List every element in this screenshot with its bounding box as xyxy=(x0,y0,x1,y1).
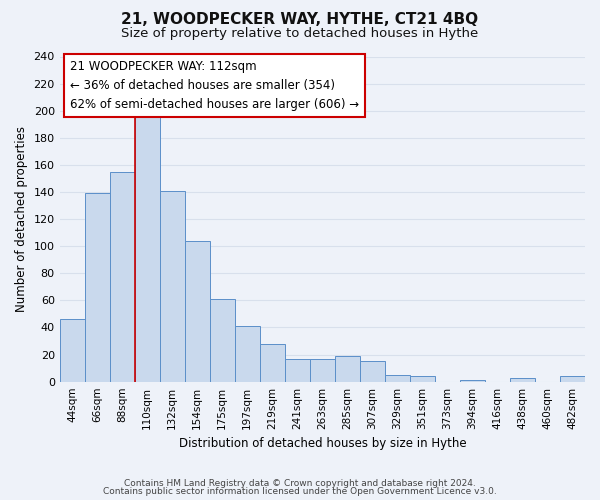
Bar xyxy=(59,320,85,382)
Bar xyxy=(560,376,585,382)
Bar xyxy=(310,358,335,382)
Bar xyxy=(260,344,285,382)
Text: 21 WOODPECKER WAY: 112sqm
← 36% of detached houses are smaller (354)
62% of semi: 21 WOODPECKER WAY: 112sqm ← 36% of detac… xyxy=(70,60,359,111)
Text: Contains public sector information licensed under the Open Government Licence v3: Contains public sector information licen… xyxy=(103,487,497,496)
Bar xyxy=(235,326,260,382)
Bar xyxy=(185,241,210,382)
Bar xyxy=(360,362,385,382)
Bar xyxy=(85,194,110,382)
Bar xyxy=(410,376,435,382)
Y-axis label: Number of detached properties: Number of detached properties xyxy=(15,126,28,312)
Bar xyxy=(285,358,310,382)
Bar xyxy=(210,299,235,382)
Bar xyxy=(135,114,160,382)
Text: 21, WOODPECKER WAY, HYTHE, CT21 4BQ: 21, WOODPECKER WAY, HYTHE, CT21 4BQ xyxy=(121,12,479,28)
Bar xyxy=(460,380,485,382)
Bar xyxy=(160,190,185,382)
Bar xyxy=(385,375,410,382)
Bar xyxy=(510,378,535,382)
X-axis label: Distribution of detached houses by size in Hythe: Distribution of detached houses by size … xyxy=(179,437,466,450)
Text: Contains HM Land Registry data © Crown copyright and database right 2024.: Contains HM Land Registry data © Crown c… xyxy=(124,478,476,488)
Text: Size of property relative to detached houses in Hythe: Size of property relative to detached ho… xyxy=(121,28,479,40)
Bar xyxy=(335,356,360,382)
Bar xyxy=(110,172,135,382)
